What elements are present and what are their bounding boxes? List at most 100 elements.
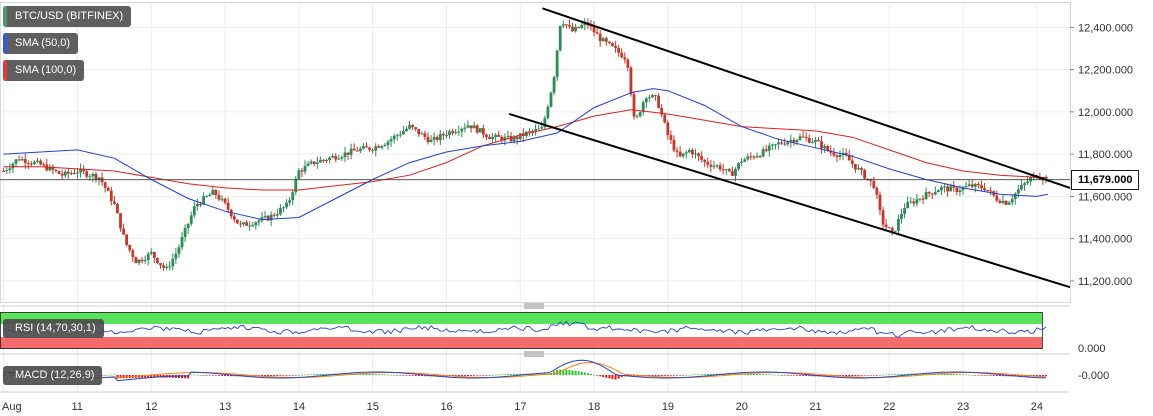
macd-axis-label: -0.000 — [1078, 370, 1109, 382]
bearish-candle — [355, 150, 359, 152]
macd-histogram-bar — [811, 375, 814, 377]
bullish-candle — [1007, 202, 1011, 205]
macd-histogram-bar — [104, 374, 107, 376]
y-tick-label: 12,000.000 — [1078, 107, 1133, 119]
macd-histogram-bar — [365, 373, 368, 375]
bearish-candle — [721, 169, 725, 171]
bullish-candle — [915, 199, 919, 204]
macd-histogram-bar — [184, 375, 187, 379]
bullish-candle — [165, 266, 169, 268]
bullish-candle — [767, 145, 771, 151]
symbol-legend[interactable]: BTC/USD (BITFINEX) — [3, 6, 132, 27]
macd-histogram-bar — [454, 375, 457, 377]
macd-histogram-bar — [949, 373, 952, 375]
macd-histogram-bar — [476, 375, 479, 376]
bullish-candle — [472, 125, 476, 129]
bullish-candle — [309, 161, 313, 164]
macd-histogram-bar — [473, 375, 476, 376]
bullish-candle — [644, 98, 648, 103]
macd-histogram-bar — [968, 374, 971, 376]
bullish-candle — [743, 159, 747, 162]
macd-histogram-bar — [786, 375, 789, 376]
sma100-legend[interactable]: SMA (100,0) — [3, 60, 85, 81]
bearish-candle — [140, 259, 144, 262]
macd-histogram-bar — [768, 374, 771, 376]
bullish-candle — [537, 128, 541, 130]
macd-histogram-bar — [685, 374, 688, 376]
bearish-candle — [312, 161, 316, 165]
bearish-candle — [614, 46, 617, 48]
bullish-candle — [143, 260, 147, 262]
macd-histogram-bar — [682, 375, 685, 376]
bearish-candle — [970, 184, 974, 187]
macd-histogram-bar — [316, 374, 319, 375]
macd-histogram-bar — [519, 373, 522, 375]
bullish-candle — [1023, 183, 1026, 186]
bearish-candle — [654, 95, 657, 97]
macd-histogram-bar — [202, 375, 205, 376]
bullish-candle — [943, 186, 946, 188]
bullish-candle — [63, 171, 67, 176]
bullish-candle — [949, 186, 953, 192]
macd-histogram-bar — [245, 375, 248, 377]
macd-histogram-bar — [288, 375, 291, 376]
bullish-candle — [540, 127, 544, 129]
macd-histogram-bar — [506, 374, 509, 375]
bullish-candle — [463, 127, 467, 129]
macd-histogram-bar — [396, 375, 399, 376]
macd-histogram-bar — [310, 374, 313, 376]
bearish-candle — [475, 125, 479, 133]
macd-histogram-bar — [795, 375, 798, 376]
bullish-candle — [445, 135, 448, 137]
macd-histogram-bar — [399, 375, 402, 376]
bearish-candle — [488, 137, 491, 140]
bearish-candle — [235, 219, 239, 224]
bullish-candle — [257, 220, 261, 223]
macd-histogram-bar — [857, 375, 860, 376]
bearish-candle — [417, 129, 421, 135]
bullish-candle — [149, 252, 153, 254]
bearish-candle — [632, 94, 636, 117]
bullish-candle — [924, 192, 928, 200]
bearish-candle — [57, 171, 61, 174]
macd-histogram-bar — [992, 375, 995, 376]
x-tick-label: 15 — [367, 401, 379, 413]
y-tick-label: 11,600.000 — [1078, 191, 1132, 203]
bearish-candle — [334, 156, 338, 160]
sma50-legend[interactable]: SMA (50,0) — [3, 33, 79, 54]
bullish-candle — [518, 133, 522, 140]
macd-histogram-bar — [485, 375, 488, 376]
bullish-candle — [740, 161, 744, 163]
bearish-candle — [325, 159, 328, 161]
macd-histogram-bar — [285, 375, 288, 376]
bullish-candle — [405, 128, 408, 132]
bullish-candle — [814, 139, 817, 143]
macd-label[interactable]: MACD (12,26,9) — [3, 366, 103, 385]
macd-histogram-bar — [826, 375, 829, 377]
bearish-candle — [592, 26, 596, 33]
macd-histogram-bar — [860, 375, 863, 376]
sma100-line — [3, 109, 1048, 191]
macd-histogram-bar — [377, 374, 380, 375]
bearish-candle — [29, 163, 33, 165]
bearish-candle — [66, 171, 70, 174]
bullish-candle — [534, 129, 538, 132]
bearish-candle — [946, 186, 950, 192]
bullish-candle — [254, 222, 258, 226]
macd-histogram-bar — [405, 375, 408, 376]
rsi-label[interactable]: RSI (14,70,30,1) — [3, 319, 104, 338]
macd-histogram-bar — [906, 373, 909, 375]
bearish-candle — [103, 182, 107, 188]
macd-histogram-bar — [270, 375, 273, 377]
macd-histogram-bar — [497, 374, 500, 376]
bearish-candle — [51, 166, 55, 170]
macd-histogram-bar — [479, 375, 482, 376]
candlestick-layer — [2, 18, 1048, 272]
bearish-candle — [245, 222, 248, 226]
bullish-candle — [263, 215, 267, 218]
macd-histogram-bar — [423, 375, 426, 377]
macd-histogram-bar — [771, 374, 774, 376]
bullish-candle — [549, 92, 553, 107]
bullish-candle — [208, 194, 212, 197]
